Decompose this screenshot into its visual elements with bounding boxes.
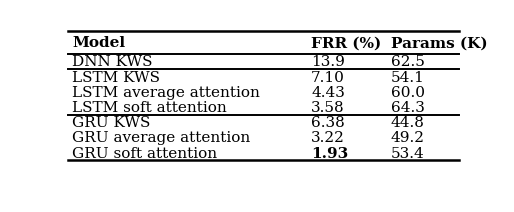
Text: 44.8: 44.8 [391, 116, 425, 130]
Text: 3.58: 3.58 [311, 101, 345, 115]
Text: DNN KWS: DNN KWS [72, 55, 153, 69]
Text: 3.22: 3.22 [311, 131, 345, 145]
Text: Model: Model [72, 36, 125, 50]
Text: GRU soft attention: GRU soft attention [72, 146, 217, 160]
Text: 4.43: 4.43 [311, 86, 345, 100]
Text: 54.1: 54.1 [391, 71, 425, 85]
Text: 6.38: 6.38 [311, 116, 345, 130]
Text: 49.2: 49.2 [391, 131, 425, 145]
Text: Params (K): Params (K) [391, 36, 487, 50]
Text: LSTM KWS: LSTM KWS [72, 71, 160, 85]
Text: 64.3: 64.3 [391, 101, 425, 115]
Text: 53.4: 53.4 [391, 146, 425, 160]
Text: FRR (%): FRR (%) [311, 36, 381, 50]
Text: 7.10: 7.10 [311, 71, 345, 85]
Text: 1.93: 1.93 [311, 146, 348, 160]
Text: 13.9: 13.9 [311, 55, 345, 69]
Text: 60.0: 60.0 [391, 86, 425, 100]
Text: LSTM average attention: LSTM average attention [72, 86, 260, 100]
Text: GRU KWS: GRU KWS [72, 116, 151, 130]
Text: 62.5: 62.5 [391, 55, 425, 69]
Text: GRU average attention: GRU average attention [72, 131, 250, 145]
Text: LSTM soft attention: LSTM soft attention [72, 101, 227, 115]
